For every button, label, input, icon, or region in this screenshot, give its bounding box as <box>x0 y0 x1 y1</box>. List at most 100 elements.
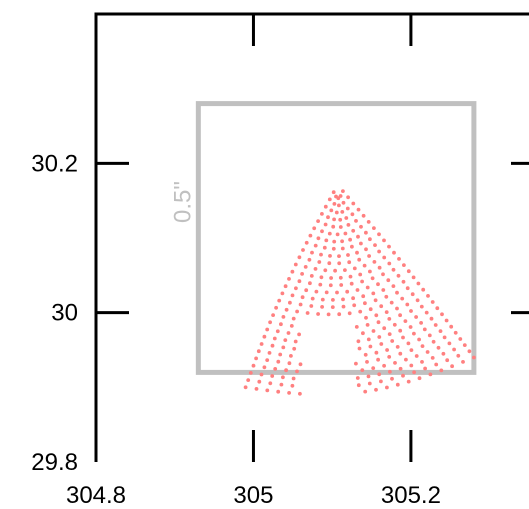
data-point <box>268 320 272 325</box>
data-point <box>246 378 251 382</box>
data-point <box>356 339 361 344</box>
data-point <box>326 312 331 317</box>
axis-ticks <box>96 14 529 462</box>
data-point <box>376 282 380 287</box>
data-point <box>352 303 357 308</box>
data-point <box>313 243 318 248</box>
data-point <box>401 279 406 284</box>
data-point <box>354 219 358 223</box>
y-tick-label: 30.2 <box>31 150 78 177</box>
data-point <box>439 368 444 373</box>
data-point <box>385 385 389 390</box>
data-point <box>277 298 282 303</box>
data-point <box>275 329 280 334</box>
data-point <box>390 339 395 343</box>
data-point <box>371 291 376 296</box>
data-point <box>415 298 420 303</box>
data-point <box>449 324 454 329</box>
data-point <box>382 238 386 243</box>
data-point <box>368 237 372 242</box>
data-point <box>414 315 418 319</box>
data-point <box>281 345 286 350</box>
data-point <box>328 254 332 258</box>
data-point <box>401 335 405 340</box>
data-point <box>341 304 346 309</box>
data-point <box>365 323 370 327</box>
data-point <box>287 391 291 395</box>
data-point <box>445 358 450 363</box>
data-point <box>435 306 440 311</box>
data-point <box>340 210 345 214</box>
data-point <box>310 296 315 301</box>
data-point <box>295 309 299 314</box>
data-point <box>338 194 343 198</box>
data-point <box>461 360 465 364</box>
data-point <box>360 368 365 372</box>
data-point <box>406 341 411 346</box>
data-point <box>429 316 434 321</box>
data-point <box>379 304 384 309</box>
data-point <box>433 323 438 327</box>
data-point <box>307 257 312 262</box>
data-point <box>356 383 361 388</box>
scale-box: 0.5" <box>169 101 477 375</box>
data-point <box>351 296 355 301</box>
data-point <box>293 339 298 344</box>
data-point <box>347 260 352 265</box>
data-point <box>377 372 382 377</box>
data-point <box>276 389 281 394</box>
data-point <box>298 362 303 367</box>
data-point <box>316 312 320 316</box>
data-point <box>398 328 403 333</box>
data-point <box>427 333 432 338</box>
data-point <box>387 261 392 266</box>
data-point <box>304 240 309 245</box>
data-point <box>338 275 343 280</box>
data-point <box>323 268 328 273</box>
data-point <box>365 285 370 290</box>
data-point <box>422 327 427 332</box>
data-point <box>262 334 267 339</box>
data-point <box>434 362 439 367</box>
data-point <box>312 226 317 231</box>
data-point <box>355 288 360 292</box>
data-point <box>409 348 414 352</box>
data-point <box>281 375 285 380</box>
data-point <box>379 342 384 346</box>
data-point <box>362 263 367 268</box>
data-point <box>327 197 332 202</box>
data-point <box>412 370 416 375</box>
data-point <box>458 337 463 341</box>
data-point <box>359 224 363 229</box>
data-point <box>337 261 342 266</box>
data-point <box>441 351 446 356</box>
data-point <box>295 369 299 374</box>
data-point <box>360 279 364 284</box>
data-point <box>346 195 350 200</box>
data-point <box>377 335 382 339</box>
data-point <box>423 366 427 371</box>
data-point <box>328 283 333 288</box>
data-point <box>416 281 421 286</box>
plot-frame <box>94 12 529 462</box>
data-point <box>298 302 303 307</box>
data-point <box>430 356 435 360</box>
data-point <box>292 346 297 351</box>
data-point <box>300 272 304 276</box>
data-point <box>387 317 392 321</box>
data-point <box>361 331 365 336</box>
data-point <box>409 309 413 313</box>
data-point <box>356 207 361 212</box>
data-point <box>345 289 350 294</box>
data-point <box>308 281 312 286</box>
data-point <box>364 230 368 235</box>
data-point <box>400 296 405 301</box>
data-point <box>396 273 401 278</box>
data-point <box>281 315 286 319</box>
data-point <box>366 337 371 342</box>
data-point <box>388 369 392 374</box>
data-point <box>271 313 275 317</box>
data-point <box>414 354 419 358</box>
data-point <box>391 267 396 272</box>
data-point <box>320 229 324 234</box>
